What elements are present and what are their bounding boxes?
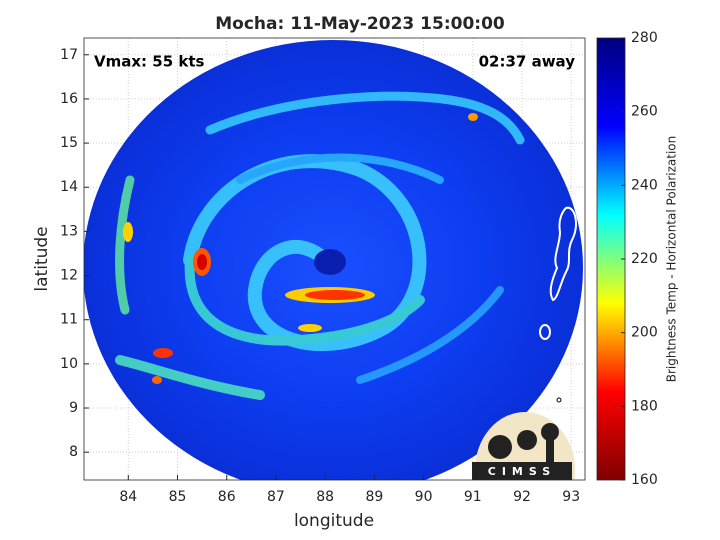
colorbar-label: Brightness Temp - Horizontal Polarizatio…: [665, 136, 679, 383]
logo-text: CIMSS: [488, 465, 556, 478]
eye: [314, 249, 346, 275]
colorbar-tick-label: 280: [631, 30, 658, 46]
plot-frame: [83, 37, 586, 481]
x-tick-label: 93: [562, 489, 580, 505]
colorbar-tick-label: 260: [631, 104, 658, 120]
x-tick-label: 92: [513, 489, 531, 505]
spiral-bands: [115, 91, 525, 400]
chart-title: Mocha: 11-May-2023 15:00:00: [215, 14, 505, 34]
y-tick-label: 15: [60, 135, 78, 151]
colorbar-tick-label: 160: [631, 472, 658, 488]
cold-cores: [123, 113, 478, 384]
x-tick-label: 86: [218, 489, 236, 505]
x-tick-label: 90: [415, 489, 433, 505]
colorbar-tick-label: 240: [631, 177, 658, 193]
colorbar-tick-label: 180: [631, 398, 658, 414]
annotation: Vmax: 55 kts: [94, 53, 204, 71]
coastline: [539, 206, 577, 403]
y-axis-label: latitude: [32, 226, 52, 291]
y-tick-label: 16: [60, 91, 78, 107]
x-tick-label: 87: [267, 489, 285, 505]
x-tick-label: 89: [365, 489, 383, 505]
y-tick-label: 10: [60, 356, 78, 372]
annotation: 02:37 away: [479, 53, 576, 71]
y-tick-label: 12: [60, 268, 78, 284]
y-tick-label: 8: [69, 444, 78, 460]
y-tick-label: 11: [60, 312, 78, 328]
x-tick-label: 85: [169, 489, 187, 505]
x-tick-label: 88: [316, 489, 334, 505]
x-tick-label: 84: [119, 489, 137, 505]
colorbar: [596, 37, 626, 481]
y-tick-label: 9: [69, 400, 78, 416]
x-tick-label: 91: [464, 489, 482, 505]
colorbar-tick-label: 200: [631, 325, 658, 341]
colorbar-tick-label: 220: [631, 251, 658, 267]
y-tick-label: 17: [60, 47, 78, 63]
x-axis-label: longitude: [294, 511, 374, 531]
y-tick-label: 13: [60, 223, 78, 239]
y-tick-label: 14: [60, 179, 78, 195]
logo: CIMSS: [472, 412, 575, 480]
imagery: [84, 40, 583, 480]
